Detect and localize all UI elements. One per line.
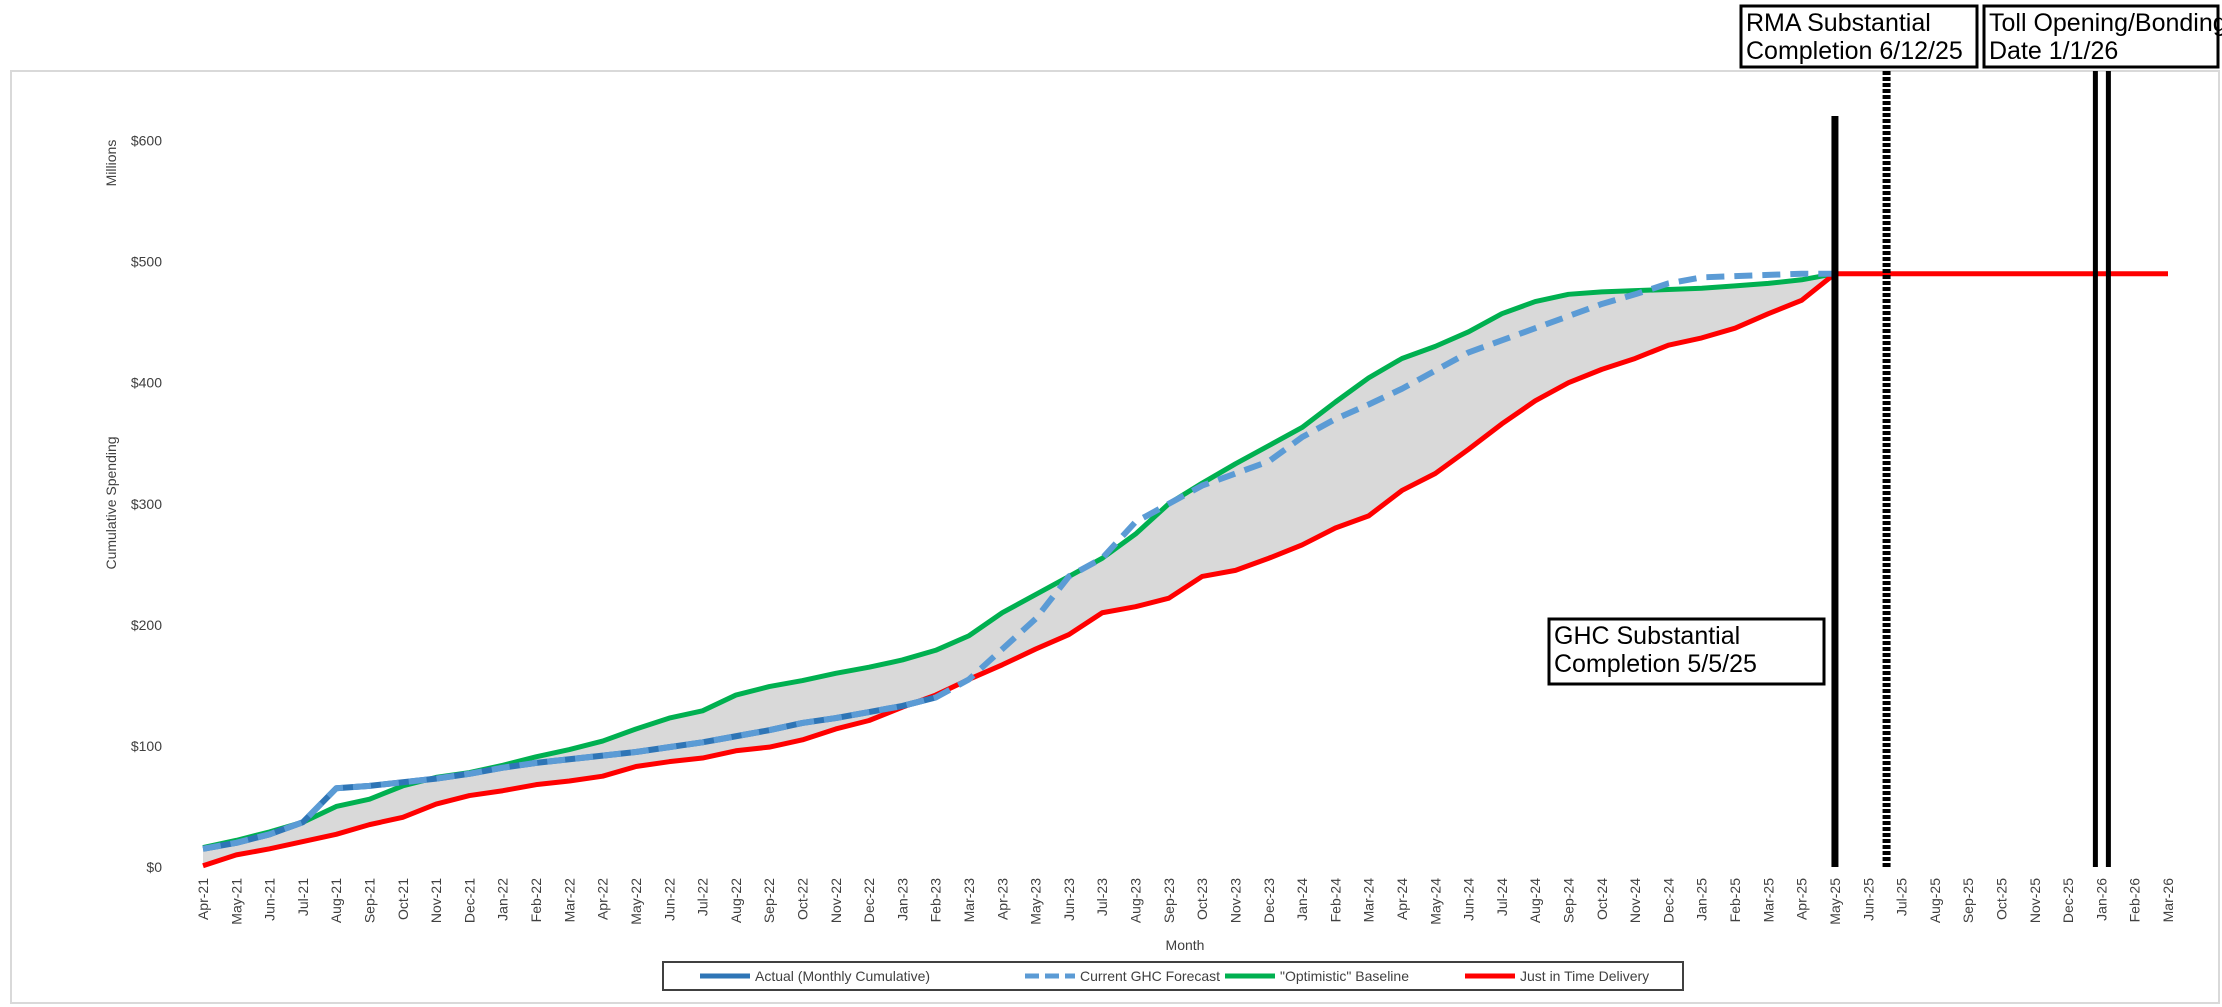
- x-tick-label: Mar-24: [1361, 878, 1377, 923]
- x-tick-label: Oct-24: [1594, 878, 1610, 920]
- x-tick-label: Jun-22: [661, 878, 677, 921]
- x-tick-label: Mar-23: [961, 878, 977, 923]
- band-fill: [203, 273, 1835, 866]
- legend-label: "Optimistic" Baseline: [1280, 968, 1409, 984]
- x-tick-label: Feb-23: [928, 878, 944, 923]
- x-tick-label: May-23: [1028, 878, 1044, 925]
- x-tick-label: Jan-26: [2093, 878, 2109, 921]
- x-tick-label: Jan-22: [495, 878, 511, 921]
- x-tick-label: May-22: [628, 878, 644, 925]
- x-tick-label: Mar-25: [1760, 878, 1776, 923]
- x-tick-label: Sep-25: [1960, 878, 1976, 923]
- y-tick-label: $200: [131, 617, 162, 633]
- annotation-box: [1982, 4, 2220, 69]
- x-tick-label: Feb-26: [2127, 878, 2143, 923]
- y-tick-label: $500: [131, 254, 162, 270]
- x-tick-label: Sep-22: [761, 878, 777, 923]
- annotation-box: [1547, 617, 1826, 686]
- y-unit-label: Millions: [103, 140, 119, 187]
- legend-label: Current GHC Forecast: [1080, 968, 1220, 984]
- x-tick-label: Feb-24: [1327, 878, 1343, 923]
- x-tick-label: Oct-21: [395, 878, 411, 920]
- annotation-text: GHC Substantial: [1554, 622, 1740, 650]
- x-tick-label: Oct-23: [1194, 878, 1210, 920]
- x-tick-label: Apr-25: [1794, 878, 1810, 920]
- y-tick-label: $300: [131, 496, 162, 512]
- x-tick-label: Jun-24: [1461, 878, 1477, 921]
- annotation-box: [1739, 4, 1979, 69]
- x-tick-label: Oct-22: [794, 878, 810, 920]
- annotation-text: Completion 5/5/25: [1554, 650, 1757, 678]
- y-tick-label: $400: [131, 375, 162, 391]
- x-tick-label: Jul-24: [1494, 878, 1510, 916]
- x-tick-label: Jun-25: [1860, 878, 1876, 921]
- x-tick-label: May-25: [1827, 878, 1843, 925]
- x-tick-label: Jan-25: [1694, 878, 1710, 921]
- x-tick-label: Jun-21: [262, 878, 278, 921]
- x-tick-label: Dec-24: [1660, 878, 1676, 923]
- x-tick-label: Aug-21: [328, 878, 344, 923]
- x-tick-label: Jan-24: [1294, 878, 1310, 921]
- x-tick-label: Sep-21: [362, 878, 378, 923]
- x-tick-label: Dec-21: [461, 878, 477, 923]
- chart-border: [10, 70, 2220, 1004]
- x-tick-label: May-24: [1427, 878, 1443, 925]
- annotation-text: RMA Substantial: [1746, 9, 1931, 37]
- x-tick-label: Aug-22: [728, 878, 744, 923]
- x-tick-label: Nov-25: [2027, 878, 2043, 923]
- x-tick-label: Jan-23: [894, 878, 910, 921]
- x-tick-label: Apr-21: [195, 878, 211, 920]
- x-tick-label: Dec-25: [2060, 878, 2076, 923]
- x-tick-label: Jul-22: [695, 878, 711, 916]
- x-tick-label: Aug-25: [1927, 878, 1943, 923]
- x-tick-label: Jun-23: [1061, 878, 1077, 921]
- x-tick-label: Jul-21: [295, 878, 311, 916]
- x-tick-label: Jul-25: [1894, 878, 1910, 916]
- annotation-text: Completion 6/12/25: [1746, 37, 1963, 65]
- x-tick-label: May-21: [228, 878, 244, 925]
- x-tick-label: Nov-23: [1227, 878, 1243, 923]
- y-tick-label: $0: [146, 859, 162, 875]
- legend-label: Actual (Monthly Cumulative): [755, 968, 930, 984]
- x-tick-label: Apr-22: [595, 878, 611, 920]
- x-tick-label: Feb-22: [528, 878, 544, 923]
- x-tick-label: Dec-23: [1261, 878, 1277, 923]
- x-tick-label: Apr-23: [994, 878, 1010, 920]
- x-tick-label: Oct-25: [1993, 878, 2009, 920]
- annotation-text: Toll Opening/Bonding: [1989, 9, 2222, 37]
- x-tick-label: Apr-24: [1394, 878, 1410, 920]
- series-line: [202, 271, 2168, 869]
- x-tick-label: Sep-23: [1161, 878, 1177, 923]
- x-tick-label: Nov-22: [828, 878, 844, 923]
- series-line: [202, 270, 1835, 852]
- x-tick-label: Aug-24: [1527, 878, 1543, 923]
- x-tick-label: Aug-23: [1128, 878, 1144, 923]
- x-tick-label: Feb-25: [1727, 878, 1743, 923]
- x-tick-label: Nov-21: [428, 878, 444, 923]
- x-tick-label: Mar-22: [561, 878, 577, 923]
- x-tick-label: Jul-23: [1094, 878, 1110, 916]
- annotation-text: Date 1/1/26: [1989, 37, 2118, 65]
- x-tick-label: Nov-24: [1627, 878, 1643, 923]
- x-tick-label: Sep-24: [1561, 878, 1577, 923]
- x-axis-title: Month: [1166, 937, 1205, 953]
- y-tick-label: $100: [131, 738, 162, 754]
- y-tick-label: $600: [131, 133, 162, 149]
- x-tick-label: Dec-22: [861, 878, 877, 923]
- x-tick-label: Mar-26: [2160, 878, 2176, 923]
- y-axis-title: Cumulative Spending: [103, 436, 119, 569]
- legend-label: Just in Time Delivery: [1520, 968, 1649, 984]
